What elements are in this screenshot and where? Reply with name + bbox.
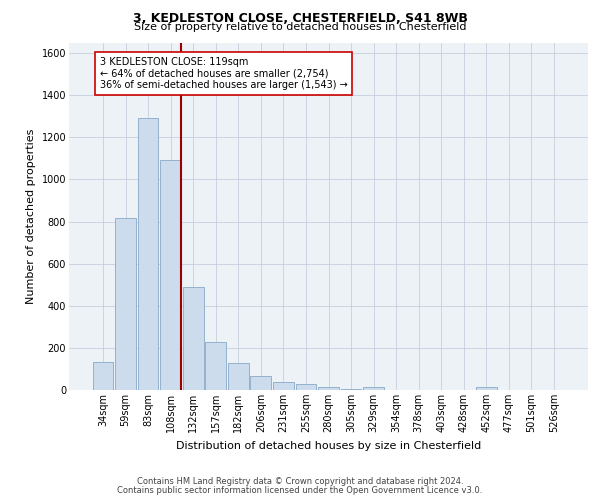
Bar bbox=[363, 388, 384, 390]
Bar bbox=[115, 218, 136, 390]
Bar bbox=[137, 118, 158, 390]
X-axis label: Distribution of detached houses by size in Chesterfield: Distribution of detached houses by size … bbox=[176, 440, 481, 450]
Bar bbox=[318, 387, 339, 390]
Bar bbox=[296, 384, 316, 390]
Text: 3, KEDLESTON CLOSE, CHESTERFIELD, S41 8WB: 3, KEDLESTON CLOSE, CHESTERFIELD, S41 8W… bbox=[133, 12, 467, 26]
Bar bbox=[205, 342, 226, 390]
Y-axis label: Number of detached properties: Number of detached properties bbox=[26, 128, 36, 304]
Bar bbox=[92, 362, 113, 390]
Bar bbox=[341, 389, 361, 390]
Text: Contains public sector information licensed under the Open Government Licence v3: Contains public sector information licen… bbox=[118, 486, 482, 495]
Bar bbox=[183, 287, 203, 390]
Bar bbox=[273, 382, 294, 390]
Bar bbox=[228, 362, 248, 390]
Bar bbox=[476, 388, 497, 390]
Bar bbox=[250, 376, 271, 390]
Text: Size of property relative to detached houses in Chesterfield: Size of property relative to detached ho… bbox=[134, 22, 466, 32]
Text: Contains HM Land Registry data © Crown copyright and database right 2024.: Contains HM Land Registry data © Crown c… bbox=[137, 477, 463, 486]
Text: 3 KEDLESTON CLOSE: 119sqm
← 64% of detached houses are smaller (2,754)
36% of se: 3 KEDLESTON CLOSE: 119sqm ← 64% of detac… bbox=[100, 57, 347, 90]
Bar bbox=[160, 160, 181, 390]
